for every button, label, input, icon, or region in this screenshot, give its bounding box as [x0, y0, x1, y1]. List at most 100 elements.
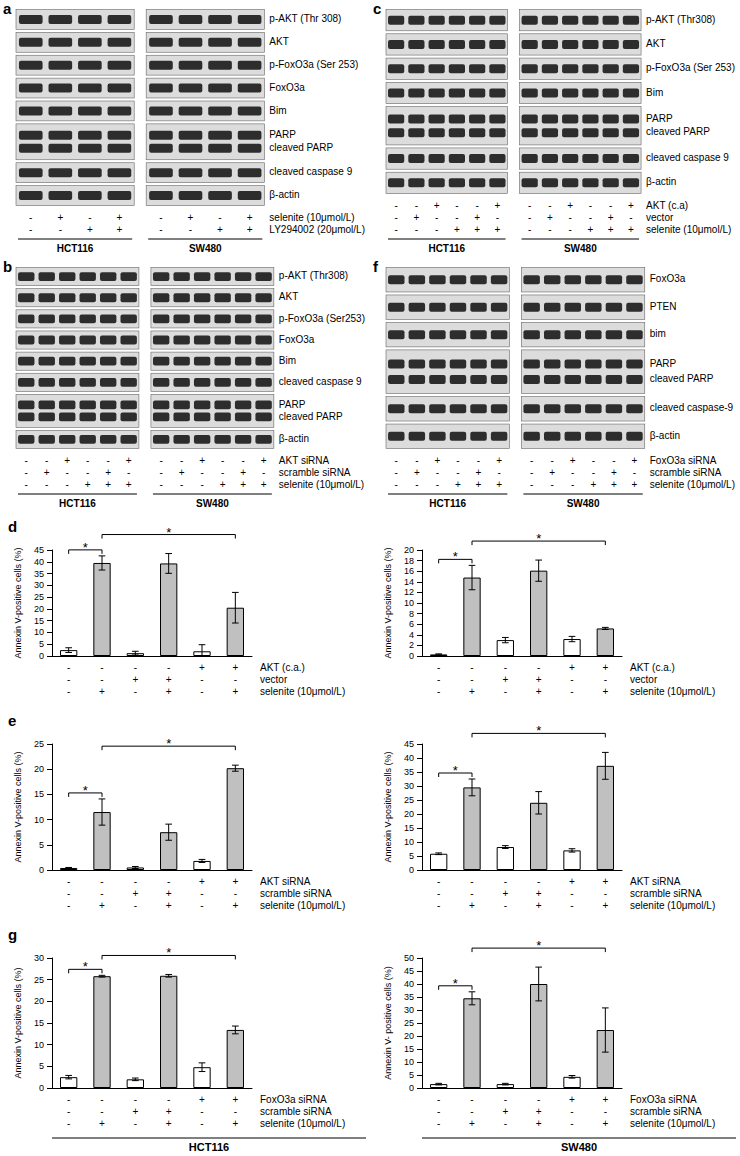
svg-text:-: -	[437, 888, 440, 899]
svg-text:AKT siRNA: AKT siRNA	[260, 876, 311, 887]
svg-text:-: -	[86, 467, 89, 478]
svg-text:+: +	[611, 479, 617, 490]
svg-text:-: -	[437, 674, 440, 685]
svg-text:HCT116: HCT116	[429, 498, 466, 509]
svg-text:+: +	[434, 455, 440, 466]
svg-text:-: -	[456, 467, 459, 478]
svg-text:-: -	[435, 212, 438, 223]
svg-text:AKT (c.a.): AKT (c.a.)	[260, 662, 305, 673]
svg-text:-: -	[100, 1106, 103, 1117]
svg-text:+: +	[494, 200, 500, 211]
svg-text:+: +	[602, 876, 608, 887]
svg-text:scramble siRNA: scramble siRNA	[650, 467, 722, 478]
svg-text:selenite (10μmol/L): selenite (10μmol/L)	[279, 479, 364, 490]
svg-text:selenite (10μmol/L): selenite (10μmol/L)	[630, 900, 715, 911]
svg-text:-: -	[537, 876, 540, 887]
svg-text:-: -	[609, 200, 612, 211]
svg-text:FoxO3a siRNA: FoxO3a siRNA	[260, 1094, 327, 1105]
svg-text:+: +	[132, 674, 138, 685]
svg-text:*: *	[453, 976, 458, 991]
svg-text:+: +	[632, 455, 638, 466]
svg-text:-: -	[530, 479, 533, 490]
svg-text:Annexin V-positive cells (%): Annexin V-positive cells (%)	[383, 751, 393, 862]
svg-text:-: -	[221, 455, 224, 466]
svg-text:cleaved PARP: cleaved PARP	[646, 126, 710, 137]
svg-text:-: -	[415, 479, 418, 490]
svg-text:β-actin: β-actin	[646, 176, 676, 187]
svg-text:LY294002 (20μmol/L): LY294002 (20μmol/L)	[269, 224, 365, 235]
svg-text:14: 14	[404, 577, 414, 587]
svg-text:selenite (10μmol/L): selenite (10μmol/L)	[260, 1118, 345, 1129]
svg-text:SW480: SW480	[196, 498, 229, 509]
svg-text:*: *	[536, 531, 541, 546]
svg-text:-: -	[437, 686, 440, 697]
svg-text:PARP: PARP	[650, 358, 677, 369]
svg-text:PARP: PARP	[269, 129, 296, 140]
svg-text:+: +	[476, 479, 482, 490]
svg-text:15: 15	[34, 789, 44, 799]
svg-text:vector: vector	[630, 674, 658, 685]
svg-text:+: +	[132, 1106, 138, 1117]
svg-text:15: 15	[404, 1044, 414, 1054]
svg-text:-: -	[200, 888, 203, 899]
svg-text:+: +	[166, 686, 172, 697]
svg-text:-: -	[470, 876, 473, 887]
svg-text:+: +	[232, 1118, 238, 1129]
svg-text:25: 25	[34, 739, 44, 749]
svg-text:-: -	[100, 674, 103, 685]
svg-text:selenite (10μmol/L): selenite (10μmol/L)	[269, 212, 354, 223]
svg-text:20: 20	[404, 545, 414, 555]
svg-text:-: -	[477, 455, 480, 466]
svg-text:+: +	[247, 212, 253, 223]
svg-text:16: 16	[404, 566, 414, 576]
svg-text:0: 0	[409, 865, 414, 875]
svg-text:-: -	[456, 455, 459, 466]
svg-text:-: -	[455, 212, 458, 223]
svg-text:-: -	[504, 900, 507, 911]
svg-text:-: -	[436, 467, 439, 478]
svg-text:p-AKT (Thr308): p-AKT (Thr308)	[646, 14, 715, 25]
svg-text:-: -	[475, 200, 478, 211]
svg-text:+: +	[126, 455, 132, 466]
svg-text:-: -	[470, 1106, 473, 1117]
svg-text:40: 40	[404, 979, 414, 989]
svg-text:+: +	[476, 467, 482, 478]
svg-text:p-AKT (Thr308): p-AKT (Thr308)	[279, 270, 348, 281]
svg-text:-: -	[629, 212, 632, 223]
svg-text:-: -	[569, 212, 572, 223]
svg-text:10: 10	[34, 1040, 44, 1050]
svg-text:-: -	[394, 224, 397, 235]
svg-text:FoxO3a: FoxO3a	[650, 273, 686, 284]
svg-text:β-actin: β-actin	[269, 189, 299, 200]
svg-text:+: +	[602, 1118, 608, 1129]
svg-text:Annexin V-positive cells (%): Annexin V-positive cells (%)	[13, 547, 23, 658]
svg-text:-: -	[394, 212, 397, 223]
svg-text:*: *	[166, 945, 171, 960]
svg-text:+: +	[569, 1094, 575, 1105]
svg-text:40: 40	[34, 557, 44, 567]
svg-text:-: -	[604, 1106, 607, 1117]
svg-text:Annexin V- positive cells (%): Annexin V- positive cells (%)	[383, 966, 393, 1080]
svg-text:-: -	[67, 1118, 70, 1129]
svg-text:2: 2	[409, 640, 414, 650]
svg-text:selenite (10μmol/L): selenite (10μmol/L)	[646, 224, 731, 235]
svg-text:-: -	[496, 212, 499, 223]
svg-text:+: +	[469, 1118, 475, 1129]
svg-text:PARP: PARP	[279, 399, 306, 410]
svg-text:β-actin: β-actin	[279, 433, 309, 444]
svg-text:20: 20	[34, 604, 44, 614]
svg-text:+: +	[469, 900, 475, 911]
svg-text:-: -	[200, 900, 203, 911]
svg-text:-: -	[497, 467, 500, 478]
svg-text:-: -	[548, 200, 551, 211]
svg-text:-: -	[415, 224, 418, 235]
svg-text:-: -	[528, 212, 531, 223]
svg-text:-: -	[218, 212, 221, 223]
svg-text:-: -	[189, 224, 192, 235]
svg-text:-: -	[127, 467, 130, 478]
svg-text:20: 20	[34, 996, 44, 1006]
svg-text:+: +	[536, 900, 542, 911]
svg-text:+: +	[87, 224, 93, 235]
svg-text:-: -	[570, 888, 573, 899]
svg-text:AKT siRNA: AKT siRNA	[279, 455, 330, 466]
